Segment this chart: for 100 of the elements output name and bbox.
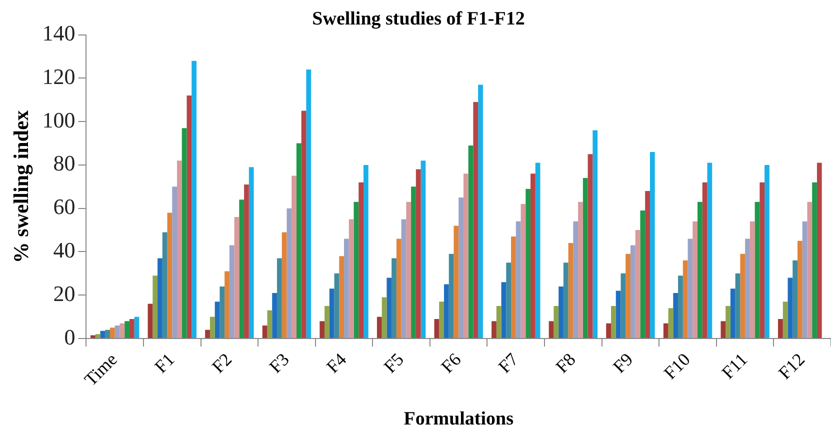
bar (535, 162, 540, 338)
bar (239, 200, 244, 338)
x-tick-label: F1 (150, 349, 178, 377)
bar (616, 290, 621, 338)
bar (588, 154, 593, 338)
bar (110, 328, 115, 338)
bar (276, 258, 282, 338)
bar (114, 326, 120, 338)
bar (802, 221, 808, 338)
bar (334, 273, 340, 338)
x-tick-label: F4 (322, 349, 350, 377)
bar (735, 273, 740, 338)
bar (306, 70, 312, 338)
y-tick-label: 0 (64, 324, 76, 350)
bar (663, 323, 668, 338)
bar (296, 143, 302, 338)
bar (120, 323, 125, 338)
bar (688, 238, 693, 338)
bar (411, 186, 416, 338)
bar (354, 202, 359, 338)
x-tick-label: F7 (494, 349, 522, 377)
x-tick-label: F11 (718, 349, 752, 383)
bar (630, 245, 636, 338)
bar (152, 276, 158, 338)
bar (496, 306, 502, 338)
bar (396, 238, 402, 338)
bar (329, 288, 334, 338)
x-tick-label: F10 (660, 349, 694, 384)
bar (234, 217, 240, 338)
bar (573, 221, 578, 338)
bar (244, 184, 249, 338)
y-tick-label: 120 (42, 64, 76, 89)
bar (224, 271, 230, 338)
x-tick-label: Time (80, 349, 122, 390)
bar (726, 306, 730, 338)
bar (812, 182, 817, 338)
bar (134, 316, 140, 338)
bar (635, 230, 640, 338)
y-tick-label: 100 (42, 107, 76, 132)
bar (673, 292, 678, 338)
bar (344, 238, 349, 338)
bar (292, 176, 296, 338)
bar (640, 210, 646, 338)
bar (162, 232, 168, 338)
bar (267, 310, 272, 338)
bar (678, 276, 683, 338)
bar (750, 221, 755, 338)
bar (448, 254, 454, 338)
bar (386, 278, 392, 338)
bar (506, 262, 512, 338)
bar (339, 256, 344, 338)
bar (444, 284, 449, 338)
bar (454, 226, 459, 338)
bar (501, 282, 506, 338)
bar (214, 302, 220, 338)
bar (473, 102, 478, 338)
bar (248, 167, 254, 338)
bar (167, 212, 172, 338)
bar (745, 238, 750, 338)
bar (192, 60, 196, 338)
bar (606, 323, 611, 338)
chart-title: Swelling studies of F1-F12 (312, 8, 525, 30)
y-tick-label: 80 (53, 150, 76, 176)
bar (645, 190, 650, 338)
bar (782, 302, 788, 338)
bar (220, 286, 225, 338)
bar (568, 243, 574, 338)
bar (650, 152, 655, 338)
x-tick-label: F8 (552, 349, 580, 377)
bar (468, 145, 474, 338)
y-tick-label: 20 (53, 280, 76, 306)
bar (158, 258, 162, 338)
bar (720, 321, 726, 338)
bar (526, 188, 530, 338)
bar (416, 169, 421, 338)
bar (558, 286, 564, 338)
bar (376, 316, 382, 338)
bar (548, 321, 554, 338)
bar (262, 326, 268, 338)
bar (363, 164, 368, 338)
bar (95, 334, 100, 338)
bar (620, 273, 626, 338)
bar (578, 202, 583, 338)
bar (124, 321, 130, 338)
bar (401, 219, 406, 338)
bar (778, 318, 783, 338)
bar (229, 245, 234, 338)
x-tick-label: F9 (609, 349, 637, 377)
y-tick-label: 140 (42, 20, 76, 46)
bar (764, 164, 770, 338)
bar (563, 262, 568, 338)
bar (702, 182, 708, 338)
y-tick-label: 40 (53, 238, 76, 263)
bar (348, 219, 354, 338)
bar (272, 292, 277, 338)
bar (439, 302, 444, 338)
bar (692, 221, 698, 338)
bar (478, 84, 483, 338)
bar (358, 182, 364, 338)
bar (182, 128, 187, 338)
